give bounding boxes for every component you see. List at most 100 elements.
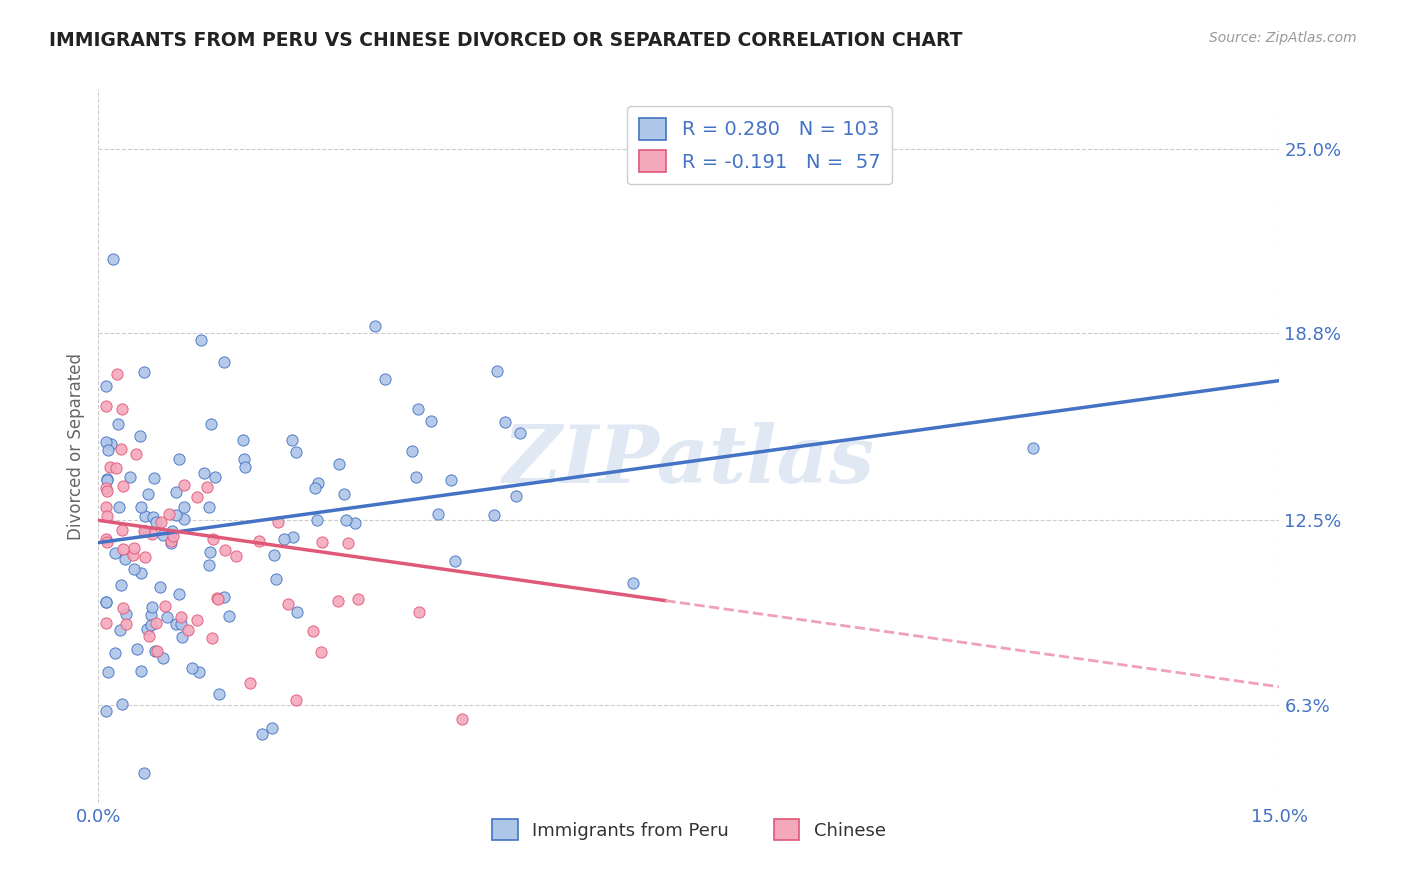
Point (129, 428, 152, 442)
Point (283, 530, 305, 544)
Text: IMMIGRANTS FROM PERU VS CHINESE DIVORCED OR SEPARATED CORRELATION CHART: IMMIGRANTS FROM PERU VS CHINESE DIVORCED… (49, 31, 963, 50)
Point (1022, 441, 1045, 455)
Point (326, 594, 349, 608)
Point (173, 512, 195, 526)
Point (187, 665, 209, 679)
Point (96, 500, 118, 514)
Point (169, 452, 191, 467)
Point (180, 660, 202, 674)
Point (141, 607, 163, 622)
Point (328, 457, 350, 471)
Point (273, 532, 295, 546)
Point (107, 417, 129, 431)
Point (301, 624, 323, 638)
Point (170, 616, 193, 631)
Point (155, 599, 177, 613)
Point (152, 651, 174, 665)
Point (250, 727, 273, 741)
Point (186, 613, 208, 627)
Point (110, 442, 132, 456)
Point (110, 578, 132, 592)
Point (138, 629, 160, 643)
Point (132, 365, 155, 379)
Point (97, 442, 120, 457)
Point (125, 446, 148, 460)
Point (173, 478, 195, 492)
Point (96, 473, 118, 487)
Point (134, 524, 156, 539)
Point (408, 605, 430, 619)
Point (482, 508, 505, 522)
Point (150, 515, 173, 529)
Point (104, 461, 127, 475)
Point (233, 451, 256, 466)
Point (233, 459, 256, 474)
Point (450, 712, 472, 726)
Point (344, 516, 367, 531)
Point (200, 417, 222, 431)
Point (420, 414, 443, 428)
Point (208, 687, 231, 701)
Point (205, 591, 228, 605)
Point (145, 616, 167, 631)
Point (115, 616, 138, 631)
Point (96, 483, 118, 498)
Point (105, 367, 128, 381)
Point (98, 460, 121, 475)
Point (198, 544, 221, 558)
Point (281, 434, 304, 448)
Point (263, 549, 285, 563)
Point (108, 623, 131, 637)
Point (190, 334, 212, 348)
Point (114, 552, 136, 566)
Point (160, 536, 183, 550)
Point (160, 524, 183, 538)
Point (284, 445, 307, 459)
Point (96, 704, 118, 718)
Point (201, 632, 224, 646)
Point (218, 608, 240, 623)
Text: ZIPatlas: ZIPatlas (503, 422, 875, 499)
Point (332, 486, 354, 500)
Point (443, 554, 465, 568)
Point (134, 766, 156, 780)
Point (173, 500, 195, 514)
Point (401, 444, 423, 458)
Y-axis label: Divorced or Separated: Divorced or Separated (66, 352, 84, 540)
Point (104, 546, 127, 560)
Point (96, 508, 118, 523)
Point (131, 566, 153, 581)
Point (108, 500, 131, 514)
Point (134, 509, 156, 524)
Point (127, 642, 149, 657)
Point (374, 372, 396, 386)
Point (143, 644, 166, 658)
Point (176, 623, 198, 637)
Point (114, 607, 136, 622)
Point (111, 697, 134, 711)
Point (139, 618, 162, 632)
Point (239, 676, 262, 690)
Point (159, 507, 181, 521)
Point (309, 645, 332, 659)
Point (103, 252, 125, 266)
Point (152, 528, 174, 542)
Point (214, 543, 236, 558)
Point (96, 481, 118, 495)
Point (141, 527, 163, 541)
Point (406, 402, 429, 417)
Point (96, 472, 118, 486)
Point (111, 523, 134, 537)
Point (156, 609, 179, 624)
Point (120, 470, 142, 484)
Point (621, 575, 644, 590)
Point (186, 490, 208, 504)
Point (160, 534, 183, 549)
Point (225, 549, 247, 564)
Point (96, 399, 118, 413)
Point (142, 509, 165, 524)
Point (170, 610, 193, 624)
Point (363, 318, 385, 333)
Point (165, 484, 187, 499)
Point (96, 535, 118, 549)
